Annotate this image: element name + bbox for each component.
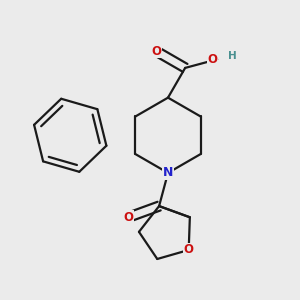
Text: O: O: [152, 45, 161, 58]
Text: O: O: [207, 53, 217, 66]
Text: O: O: [123, 211, 133, 224]
Text: O: O: [184, 244, 194, 256]
Text: H: H: [229, 51, 237, 61]
Text: N: N: [163, 167, 173, 179]
